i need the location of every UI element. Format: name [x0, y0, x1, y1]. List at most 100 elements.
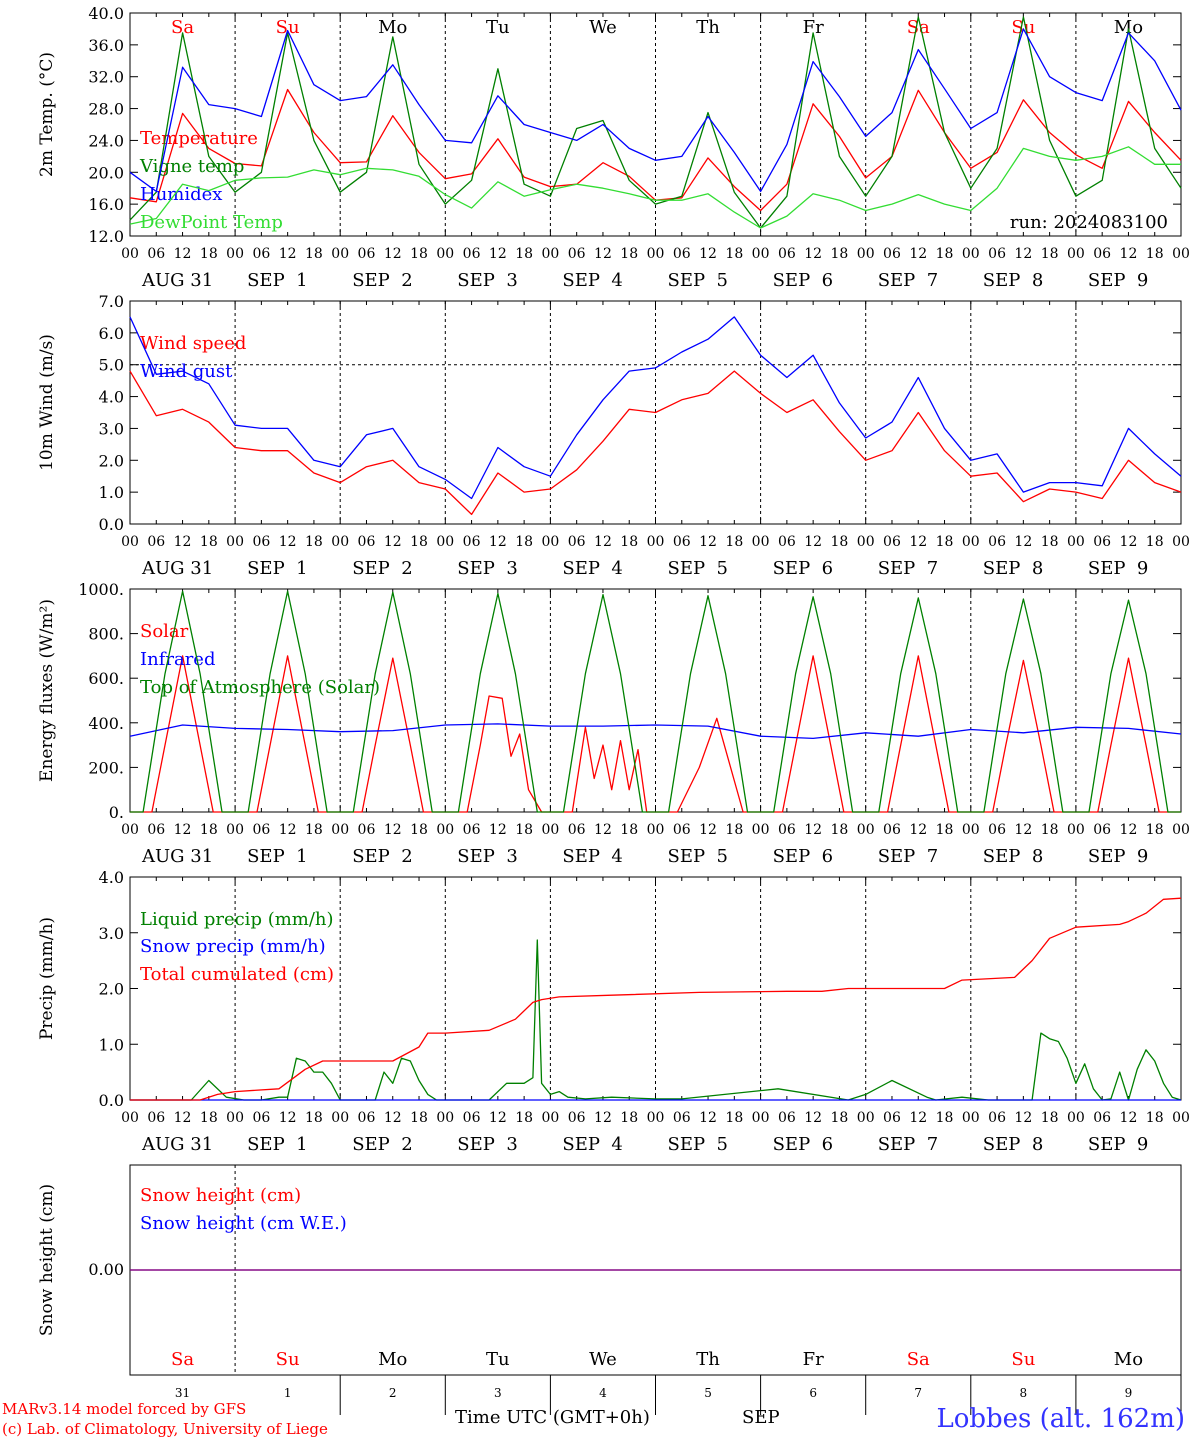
date-label: SEP 1	[247, 1134, 307, 1155]
hour-label: 00	[436, 246, 454, 262]
hour-label: 06	[147, 534, 165, 550]
day-label: Mo	[1114, 17, 1143, 38]
hour-label: 18	[620, 534, 638, 550]
hour-label: 00	[752, 1110, 770, 1126]
date-label: SEP 4	[562, 1134, 622, 1155]
date-label: SEP 2	[352, 558, 412, 579]
hour-label: 00	[121, 246, 139, 262]
date-label: SEP 2	[352, 1134, 412, 1155]
panel-4: 0.0 1.0 2.0 3.0 4.0 00 06 12 18 00 06 12 18 00 06 12 18 0…	[37, 868, 1190, 1155]
hour-label: 06	[988, 1110, 1006, 1126]
date-label: SEP 5	[668, 1134, 728, 1155]
footer-model: MARv3.14 model forced by GFS	[2, 1400, 246, 1418]
hour-label: 12	[279, 1110, 297, 1126]
series-line-4	[129, 146, 1181, 229]
hour-label: 00	[541, 246, 559, 262]
date-label: SEP 7	[878, 846, 938, 867]
x-axis-label: Time UTC (GMT+0h)	[455, 1407, 650, 1428]
run-annotation: run: 2024083100	[1010, 212, 1168, 233]
hour-label: 06	[778, 246, 796, 262]
hour-label: 06	[252, 1110, 270, 1126]
y-tick-label: 20.0	[88, 163, 124, 182]
hour-label: 06	[358, 246, 376, 262]
hour-label: 00	[331, 246, 349, 262]
hour-label: 12	[699, 534, 717, 550]
hour-label: 18	[936, 534, 954, 550]
legend-entry: Liquid precip (mm/h)	[140, 909, 334, 930]
hour-label: 06	[673, 246, 691, 262]
hour-label: 12	[909, 246, 927, 262]
hour-label: 12	[384, 822, 402, 838]
hour-label: 18	[305, 822, 323, 838]
date-label: SEP 4	[562, 846, 622, 867]
hour-label: 00	[857, 534, 875, 550]
hour-label: 06	[673, 1110, 691, 1126]
legend-entry: Temperature	[140, 128, 258, 149]
hour-label: 12	[174, 246, 192, 262]
legend-entry: Solar	[140, 621, 189, 642]
hour-label: 06	[147, 822, 165, 838]
y-tick-label: 7.0	[99, 292, 124, 311]
hour-label: 18	[831, 822, 849, 838]
hour-label: 12	[699, 822, 717, 838]
date-label: SEP 9	[1088, 558, 1148, 579]
y-tick-label: 32.0	[88, 68, 124, 87]
date-label: SEP 8	[983, 846, 1043, 867]
day-number: 5	[704, 1386, 712, 1400]
day-number: 31	[175, 1386, 190, 1400]
y-tick-label: 200.	[88, 758, 124, 777]
day-label: Th	[696, 17, 720, 38]
legend-entry: Wind speed	[140, 333, 246, 354]
date-label: SEP 5	[668, 846, 728, 867]
panel-1: 12.0 16.0 20.0 24.0 28.0 32.0 36.0 40.0 00 06 12 18…	[37, 4, 1190, 291]
hour-label: 06	[883, 534, 901, 550]
day-number: 7	[914, 1386, 922, 1400]
hour-label: 00	[647, 822, 665, 838]
legend-entry: Snow height (cm)	[140, 1185, 301, 1206]
date-label: AUG 31	[141, 846, 213, 867]
series-line-1	[130, 655, 1181, 813]
day-label: Mo	[378, 17, 407, 38]
hour-label: 00	[541, 534, 559, 550]
hour-label: 12	[384, 1110, 402, 1126]
hour-label: 18	[1146, 246, 1164, 262]
hour-label: 06	[988, 246, 1006, 262]
legend-entry: Top of Atmosphere (Solar)	[140, 677, 380, 698]
hour-label: 00	[857, 1110, 875, 1126]
date-label: SEP 3	[457, 558, 517, 579]
plot-frame	[129, 12, 1182, 237]
hour-label: 18	[410, 534, 428, 550]
hour-label: 00	[962, 822, 980, 838]
hour-label: 12	[174, 822, 192, 838]
hour-label: 06	[252, 822, 270, 838]
hour-label: 18	[831, 246, 849, 262]
hour-label: 00	[647, 246, 665, 262]
day-number: 6	[809, 1386, 817, 1400]
hour-label: 00	[962, 534, 980, 550]
hour-label: 12	[489, 822, 507, 838]
hour-label: 06	[568, 1110, 586, 1126]
y-axis-label: 2m Temp. (°C)	[37, 52, 57, 177]
hour-label: 06	[988, 822, 1006, 838]
hour-label: 00	[121, 534, 139, 550]
day-label: Su	[1011, 1349, 1035, 1370]
y-tick-label: 1.0	[99, 1035, 124, 1054]
day-label: Sa	[171, 1349, 194, 1370]
hour-label: 18	[200, 1110, 218, 1126]
date-label: SEP 9	[1088, 846, 1148, 867]
date-label: SEP 3	[457, 270, 517, 291]
hour-label: 12	[804, 534, 822, 550]
day-label: Sa	[171, 17, 194, 38]
y-tick-label: 0.	[109, 803, 124, 822]
hour-label: 06	[988, 534, 1006, 550]
y-tick-label: 36.0	[88, 36, 124, 55]
day-label: Tu	[486, 17, 510, 38]
hour-label: 12	[594, 246, 612, 262]
hour-label: 18	[620, 246, 638, 262]
series-line-2	[129, 316, 1182, 500]
hour-label: 18	[725, 246, 743, 262]
hour-label: 06	[358, 534, 376, 550]
y-tick-label: 12.0	[88, 227, 124, 246]
hour-label: 00	[752, 246, 770, 262]
